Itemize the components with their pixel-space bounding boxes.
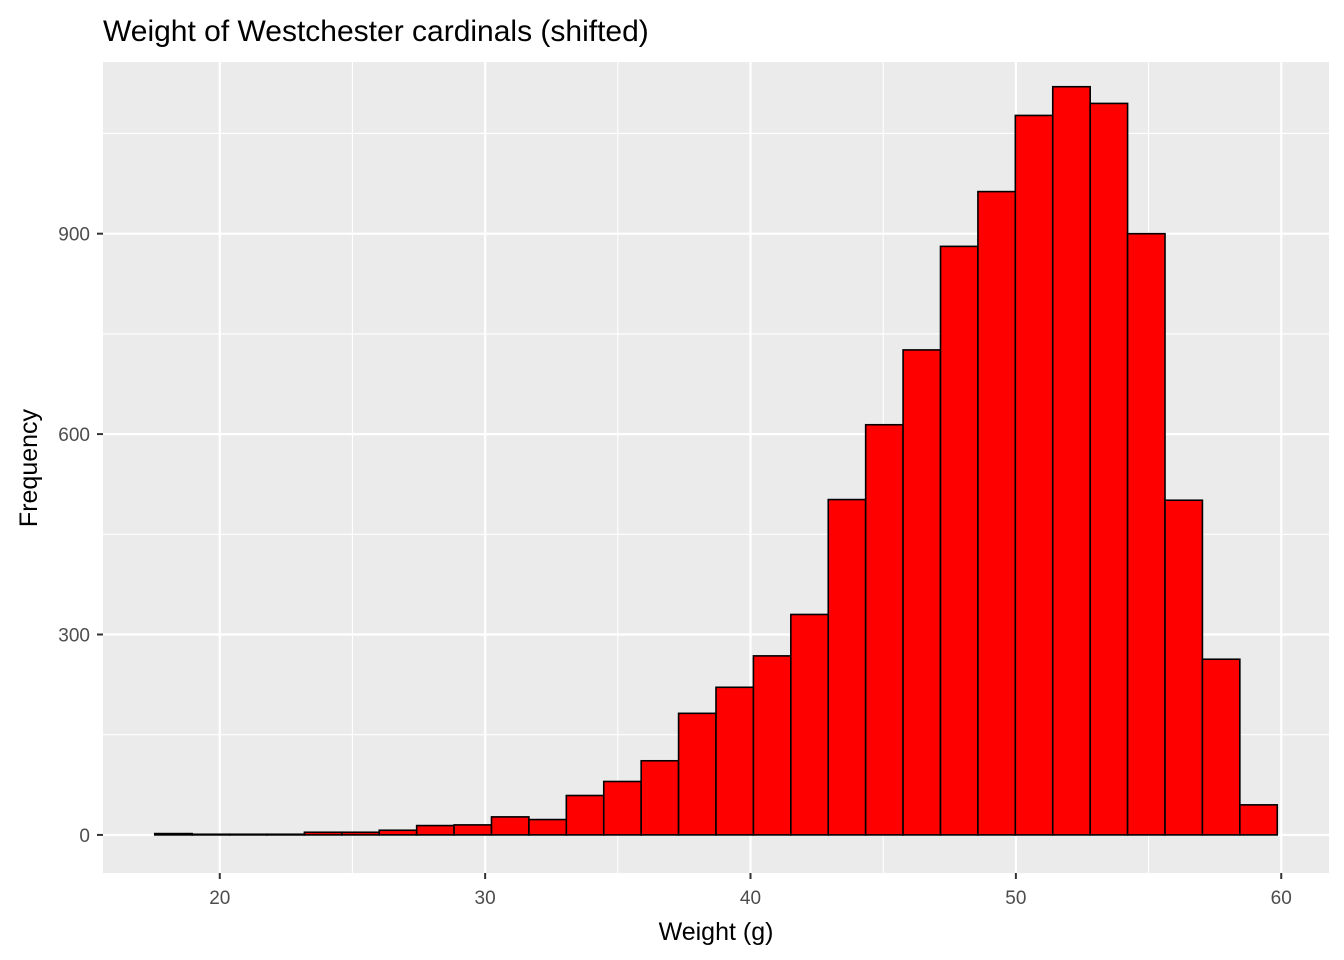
histogram-bar [902,349,942,836]
histogram-bar [640,759,680,836]
x-tick-label: 50 [1005,888,1026,909]
x-tick-label: 60 [1271,888,1292,909]
histogram-bar [415,824,455,836]
histogram-bar [752,655,792,836]
x-axis: 20 30 40 50 60 [209,873,1292,909]
histogram-bar [341,831,381,836]
histogram-bar [602,780,642,836]
histogram-bar [453,824,493,836]
histogram-bar [715,686,755,836]
histogram-bar [1089,102,1129,836]
y-tick-label: 300 [58,626,90,647]
y-tick-label: 900 [58,225,90,246]
chart-title: Weight of Westchester cardinals (shifted… [103,15,649,48]
x-tick-label: 30 [475,888,496,909]
histogram-bar [1164,499,1204,836]
histogram-bar [827,498,867,836]
histogram-bars [153,85,1279,836]
histogram-bar [266,833,306,836]
histogram-bar [1126,232,1166,836]
x-tick-label: 40 [740,888,761,909]
histogram-bar [528,818,568,836]
histogram-bar [1014,114,1054,836]
histogram-bar [490,816,530,836]
histogram-bar [153,832,193,836]
y-axis: 0 300 600 900 [58,225,103,847]
histogram-bar [1051,85,1091,836]
histogram-bar [1201,658,1241,836]
histogram-bar [378,829,418,836]
histogram-bar [228,833,268,836]
histogram-bar [864,423,904,836]
histogram-bar [939,245,979,836]
histogram-bar [1239,804,1279,836]
histogram-bar [303,831,343,836]
histogram-bar [977,190,1017,836]
histogram-bar [565,794,605,836]
y-tick-label: 600 [58,425,90,446]
histogram-bar [191,833,231,836]
y-axis-title: Frequency [15,408,43,527]
histogram-bar [677,712,717,836]
histogram-bar [790,613,830,836]
x-axis-title: Weight (g) [659,918,774,946]
x-tick-label: 20 [209,888,230,909]
y-tick-label: 0 [79,826,90,847]
